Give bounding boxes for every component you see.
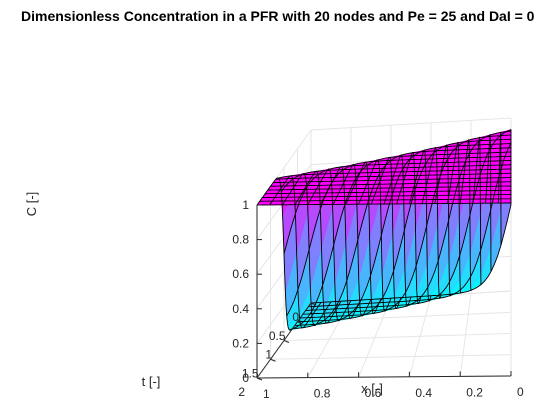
mesh-line-t (302, 130, 512, 315)
t-tick (256, 377, 263, 381)
t-tick-label: 1 (265, 348, 272, 362)
z-tick-label: 0 (242, 371, 249, 385)
x-tick-label: 0.2 (466, 385, 483, 399)
mesh-line-t (257, 202, 511, 206)
mesh-line-t (283, 160, 512, 255)
t-tick (270, 358, 276, 362)
mesh-line-t (262, 194, 512, 198)
t-tick (310, 302, 317, 306)
x-tick-label: 0.6 (365, 386, 382, 400)
mesh-line-t (280, 164, 512, 193)
z-tick-label: 0.8 (232, 233, 249, 247)
mesh-line-t (265, 189, 511, 195)
mesh-line-t (267, 185, 512, 191)
t-tick-label: 1.5 (242, 366, 259, 380)
mesh-line-t (289, 151, 512, 331)
grid-line (270, 354, 512, 360)
grid-line (283, 333, 512, 341)
mesh-line-t (294, 143, 512, 326)
t-tick (283, 340, 290, 343)
x-tick-label: 0.4 (415, 386, 432, 400)
mesh-line-t (300, 134, 512, 319)
t-tick-label: 0.5 (269, 329, 286, 343)
t-axis-label: t [-] (142, 374, 161, 389)
chart-title: Dimensionless Concentration in a PFR wit… (21, 8, 535, 24)
x-axis-label: x [-] (361, 381, 383, 396)
mesh-line-t (297, 138, 512, 323)
t-tick-label: 0 (292, 310, 299, 324)
x-axis-line (256, 375, 512, 379)
mesh-line-t (292, 147, 512, 330)
mesh-line-t (286, 155, 512, 317)
x-tick-label: 0 (517, 385, 524, 399)
mesh-line-t (259, 198, 511, 202)
z-axis-label: C [-] (24, 192, 39, 217)
mesh-line-t (278, 168, 512, 179)
surface (256, 129, 512, 331)
z-tick-label: 1 (242, 198, 249, 212)
z-tick-label: 0.2 (232, 336, 249, 350)
mesh-line-t (273, 177, 512, 184)
mesh-line-t (308, 142, 512, 308)
x-tick-label: 1 (263, 387, 270, 401)
mesh-line-t (305, 129, 512, 311)
z-tick-label: 0.6 (232, 267, 249, 281)
mesh-line-t (275, 172, 511, 180)
grid-line (310, 117, 512, 131)
t-tick (297, 321, 303, 325)
mesh-line-t (270, 181, 511, 187)
x-tick-label: 0.8 (314, 387, 331, 401)
mesh-line-t (310, 204, 512, 304)
t-tick-label: 2 (238, 385, 245, 399)
z-tick-label: 0.4 (232, 302, 249, 316)
